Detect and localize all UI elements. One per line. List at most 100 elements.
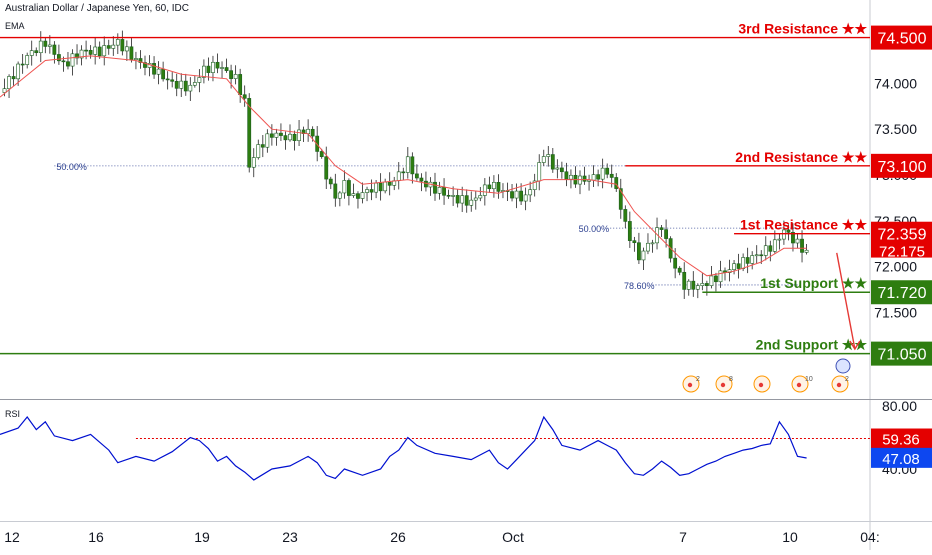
- candle-body: [11, 76, 16, 80]
- candle-body: [641, 250, 646, 261]
- candle-body: [202, 65, 206, 78]
- event-marker-count: 10: [805, 376, 813, 383]
- rsi-current-tag-bg: [871, 447, 932, 468]
- candle-body: [179, 80, 184, 89]
- candle-body: [763, 245, 768, 256]
- candle-body: [637, 242, 641, 261]
- fib-level-label: 50.00%: [579, 224, 610, 234]
- x-tick-label: 7: [679, 529, 687, 545]
- level-price-tag: 74.500: [871, 25, 932, 50]
- candle-body: [396, 171, 401, 182]
- candle-body: [347, 180, 351, 196]
- candle-body: [215, 61, 220, 69]
- flag-marker: [835, 358, 851, 374]
- event-marker-count: 2: [845, 376, 849, 383]
- candle-body: [161, 68, 166, 80]
- candle-body: [686, 280, 691, 290]
- level-price-tag-bg: [871, 341, 932, 366]
- candle-body: [360, 192, 365, 199]
- candle-body: [306, 128, 311, 134]
- candle-body: [795, 238, 800, 244]
- x-tick-label: 19: [194, 529, 210, 545]
- candle-body: [229, 70, 233, 79]
- candle-body: [16, 63, 21, 80]
- event-marker: 10: [791, 375, 813, 393]
- candle-body: [93, 46, 98, 55]
- candle-body: [79, 49, 84, 59]
- candle-body: [582, 175, 587, 182]
- candle-body: [88, 49, 93, 55]
- level-label-support: 1st Support ★★: [760, 275, 867, 291]
- candle-body: [627, 221, 632, 241]
- event-marker-count: 8: [729, 376, 733, 383]
- candle-body: [659, 227, 664, 230]
- candle-body: [700, 283, 705, 286]
- candle-body: [260, 144, 265, 148]
- candle-body: [550, 154, 555, 170]
- rsi-reference-tag-bg: [871, 428, 932, 449]
- candle-body: [655, 227, 659, 244]
- candle-body: [414, 173, 419, 179]
- candle-body: [569, 174, 573, 180]
- y-tick-label: 74.000: [874, 75, 917, 91]
- candle-body: [7, 76, 11, 89]
- fib-level-label: 50.00%: [56, 162, 87, 172]
- candle-body: [328, 178, 333, 185]
- event-marker-dot: [796, 382, 802, 388]
- fib-level-label: 78.60%: [624, 281, 655, 291]
- x-tick-label: 16: [88, 529, 104, 545]
- candle-body: [519, 190, 523, 202]
- candle-body: [492, 182, 496, 190]
- candle-body: [337, 192, 342, 199]
- candle-body: [238, 74, 243, 96]
- candle-body: [451, 195, 456, 197]
- candle-body: [256, 144, 261, 158]
- level-price-tag: 73.100: [871, 153, 932, 178]
- candle-body: [387, 181, 392, 186]
- x-tick-label: 12: [4, 529, 20, 545]
- candle-body: [673, 257, 678, 269]
- rsi-reference-tag: 59.36: [871, 428, 932, 449]
- candle-body: [351, 193, 356, 196]
- level-price-tag: 71.050: [871, 341, 932, 366]
- candle-body: [514, 190, 519, 199]
- candle-body: [695, 285, 700, 290]
- candle-body: [66, 61, 70, 67]
- current-price-tag: 72.175: [871, 243, 932, 261]
- candle-body: [401, 171, 406, 174]
- candle-body: [704, 283, 709, 286]
- candle-body: [269, 133, 274, 138]
- candle-body: [324, 156, 329, 180]
- candle-body: [251, 157, 256, 168]
- candle-body: [455, 195, 460, 204]
- candle-body: [84, 49, 88, 52]
- y-tick-label: 71.500: [874, 304, 917, 320]
- candle-body: [183, 80, 188, 92]
- candle-body: [274, 132, 279, 138]
- candle-body: [143, 62, 147, 68]
- level-price-tag: 72.359: [871, 221, 932, 246]
- candle-body: [378, 182, 383, 192]
- candle-body: [528, 189, 533, 196]
- candle-body: [297, 129, 301, 141]
- candle-body: [374, 182, 378, 193]
- candle-body: [20, 63, 25, 66]
- candle-body: [288, 133, 292, 141]
- candle-body: [165, 78, 170, 81]
- candle-body: [800, 238, 804, 253]
- candle-body: [224, 67, 229, 71]
- candle-body: [646, 242, 650, 252]
- candle-body: [310, 128, 315, 137]
- candle-body: [47, 44, 52, 47]
- event-marker-count: 2: [696, 376, 700, 383]
- candle-body: [424, 180, 428, 188]
- candle-body: [369, 189, 374, 193]
- candle-body: [174, 81, 179, 89]
- candle-body: [29, 50, 34, 56]
- candle-body: [632, 240, 637, 244]
- candle-body: [772, 239, 777, 252]
- level-price-tag-text: 74.500: [878, 31, 927, 48]
- candle-body: [111, 44, 116, 49]
- x-tick-label: 10: [782, 529, 798, 545]
